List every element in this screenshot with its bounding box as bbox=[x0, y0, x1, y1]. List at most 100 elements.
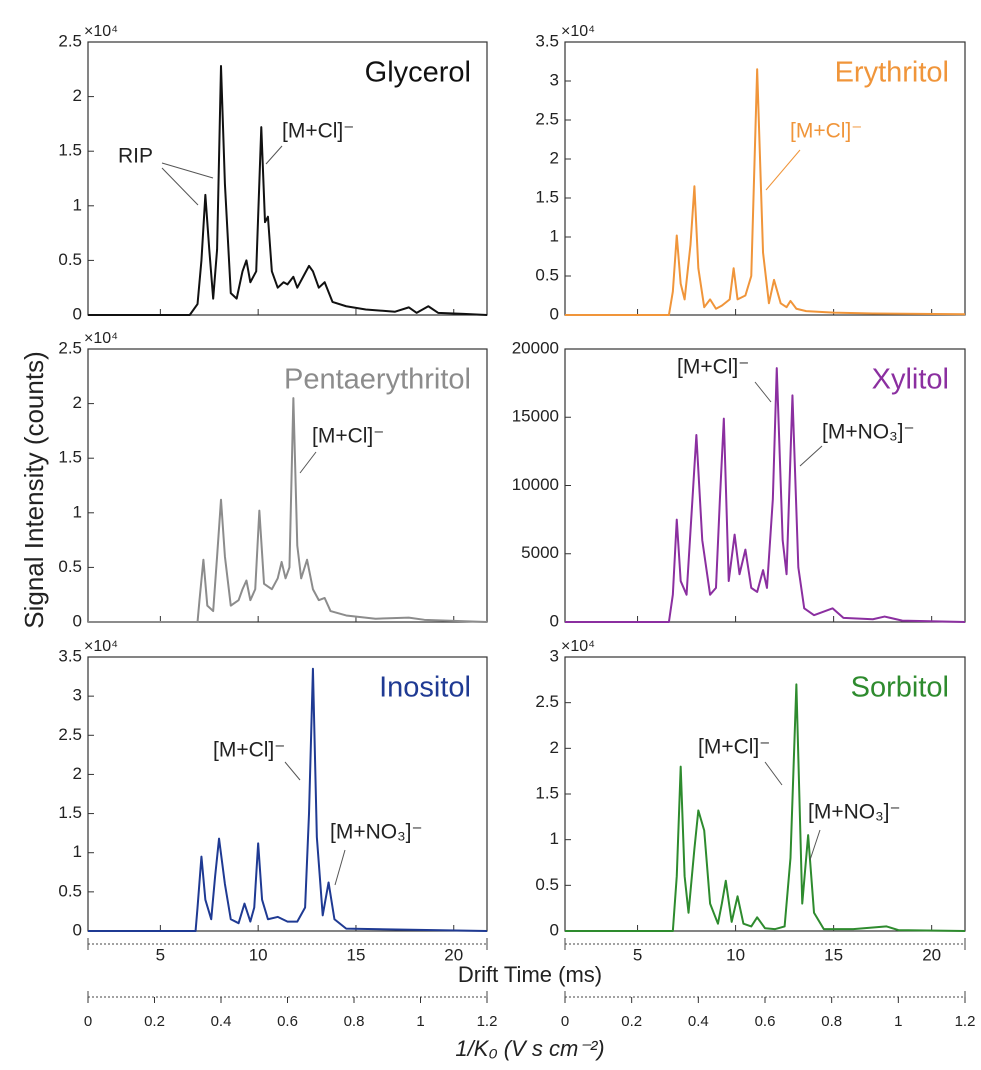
annotation: [M+Cl]⁻ bbox=[312, 425, 384, 448]
multiplier: ×10⁴ bbox=[84, 638, 118, 655]
y-tick-label: 1 bbox=[550, 226, 559, 245]
panel-title: Xylitol bbox=[872, 364, 949, 396]
x2-tick-label: 0.6 bbox=[755, 1013, 776, 1030]
x-tick-label: 10 bbox=[726, 945, 745, 964]
y-tick-label: 2 bbox=[550, 148, 559, 167]
leader-line bbox=[764, 761, 783, 786]
y-axis-label: Signal Intensity (counts) bbox=[19, 351, 49, 628]
x2-tick-label: 0 bbox=[561, 1013, 569, 1030]
x-tick-label: 15 bbox=[346, 945, 365, 964]
leader-line bbox=[334, 849, 346, 886]
x2-tick-label: 1.2 bbox=[477, 1013, 498, 1030]
x2-tick-label: 0.8 bbox=[821, 1013, 842, 1030]
x-tick-label: 20 bbox=[444, 945, 463, 964]
x2-tick-label: 0.6 bbox=[277, 1013, 298, 1030]
y-tick-label: 1.5 bbox=[58, 141, 82, 160]
leader-line bbox=[809, 829, 821, 861]
x-tick-label: 5 bbox=[156, 945, 165, 964]
panel-frame bbox=[564, 41, 966, 316]
y-tick-label: 0.5 bbox=[58, 557, 82, 576]
y-tick-label: 0 bbox=[73, 920, 82, 939]
multiplier: ×10⁴ bbox=[84, 23, 118, 40]
x-tick-label: 10 bbox=[249, 945, 268, 964]
y-tick-label: 0.5 bbox=[535, 265, 559, 284]
leader-line bbox=[799, 445, 823, 467]
y-tick-label: 2 bbox=[550, 738, 559, 757]
y-tick-label: 2.5 bbox=[58, 31, 82, 50]
x-tick-label: 20 bbox=[922, 945, 941, 964]
panel-title: Pentaerythritol bbox=[284, 364, 471, 396]
y-tick-label: 1.5 bbox=[535, 783, 559, 802]
annotation: [M+Cl]⁻ bbox=[790, 120, 862, 143]
leader-line bbox=[299, 451, 317, 474]
multiplier: ×10⁴ bbox=[561, 638, 595, 655]
leader-line bbox=[161, 167, 199, 206]
y-tick-label: 2 bbox=[73, 86, 82, 105]
data-line bbox=[88, 667, 488, 932]
annotation: [M+Cl]⁻ bbox=[282, 120, 354, 143]
y-tick-label: 1.5 bbox=[58, 448, 82, 467]
panel-title: Erythritol bbox=[835, 57, 949, 89]
y-tick-label: 0.5 bbox=[58, 881, 82, 900]
y-tick-label: 2.5 bbox=[58, 338, 82, 357]
x2-tick-label: 0.2 bbox=[144, 1013, 165, 1030]
x2-tick-label: 0 bbox=[84, 1013, 92, 1030]
multiplier: ×10⁴ bbox=[561, 23, 595, 40]
y-tick-label: 3 bbox=[550, 646, 559, 665]
y-tick-label: 3 bbox=[550, 70, 559, 89]
y-tick-label: 10000 bbox=[512, 475, 559, 494]
x-tick-label: 15 bbox=[824, 945, 843, 964]
y-tick-label: 1.5 bbox=[58, 803, 82, 822]
y-tick-label: 1.5 bbox=[535, 187, 559, 206]
y-tick-label: 3 bbox=[73, 686, 82, 705]
multiplier: ×10⁴ bbox=[84, 330, 118, 347]
y-tick-label: 2 bbox=[73, 764, 82, 783]
x2-tick-label: 0.4 bbox=[688, 1013, 709, 1030]
y-tick-label: 0.5 bbox=[58, 250, 82, 269]
leader-line bbox=[265, 145, 283, 165]
x2-axis-label: 1/K₀ (V s cm⁻²) bbox=[455, 1036, 604, 1061]
x2-tick-label: 0.8 bbox=[344, 1013, 365, 1030]
data-line bbox=[88, 397, 488, 623]
y-tick-label: 2.5 bbox=[535, 692, 559, 711]
y-tick-label: 1 bbox=[73, 195, 82, 214]
y-tick-label: 3.5 bbox=[535, 31, 559, 50]
y-tick-label: 5000 bbox=[521, 543, 559, 562]
annotation: [M+Cl]⁻ bbox=[213, 739, 285, 762]
data-line bbox=[565, 68, 966, 316]
annotation: [M+NO₃]⁻ bbox=[822, 421, 915, 444]
x2-tick-label: 1.2 bbox=[955, 1013, 976, 1030]
leader-line bbox=[765, 149, 801, 191]
y-tick-label: 2 bbox=[73, 393, 82, 412]
x-axis-label: Drift Time (ms) bbox=[458, 962, 602, 987]
x2-tick-label: 0.4 bbox=[211, 1013, 232, 1030]
y-tick-label: 3.5 bbox=[58, 646, 82, 665]
y-tick-label: 2.5 bbox=[535, 109, 559, 128]
x2-tick-label: 1 bbox=[894, 1013, 902, 1030]
leader-line bbox=[754, 381, 772, 403]
data-line bbox=[565, 367, 966, 623]
annotation: [M+NO₃]⁻ bbox=[330, 821, 423, 844]
x2-tick-label: 1 bbox=[416, 1013, 424, 1030]
data-line bbox=[88, 65, 488, 316]
panel-title: Glycerol bbox=[365, 57, 471, 89]
x2-tick-label: 0.2 bbox=[621, 1013, 642, 1030]
y-tick-label: 15000 bbox=[512, 407, 559, 426]
panel-frame bbox=[87, 41, 488, 316]
annotation: [M+Cl]⁻ bbox=[677, 356, 749, 379]
annotation: [M+NO₃]⁻ bbox=[808, 801, 901, 824]
leader-line bbox=[161, 162, 214, 179]
annotation: [M+Cl]⁻ bbox=[698, 736, 770, 759]
y-tick-label: 2.5 bbox=[58, 725, 82, 744]
panel-frame bbox=[87, 348, 488, 623]
y-tick-label: 1 bbox=[73, 842, 82, 861]
y-tick-label: 1 bbox=[73, 502, 82, 521]
y-tick-label: 0 bbox=[73, 611, 82, 630]
x-tick-label: 5 bbox=[633, 945, 642, 964]
panel-title: Inositol bbox=[379, 672, 471, 704]
panel-title: Sorbitol bbox=[851, 672, 949, 704]
panel-frame bbox=[87, 656, 488, 932]
y-tick-label: 0.5 bbox=[535, 875, 559, 894]
y-tick-label: 0 bbox=[550, 611, 559, 630]
